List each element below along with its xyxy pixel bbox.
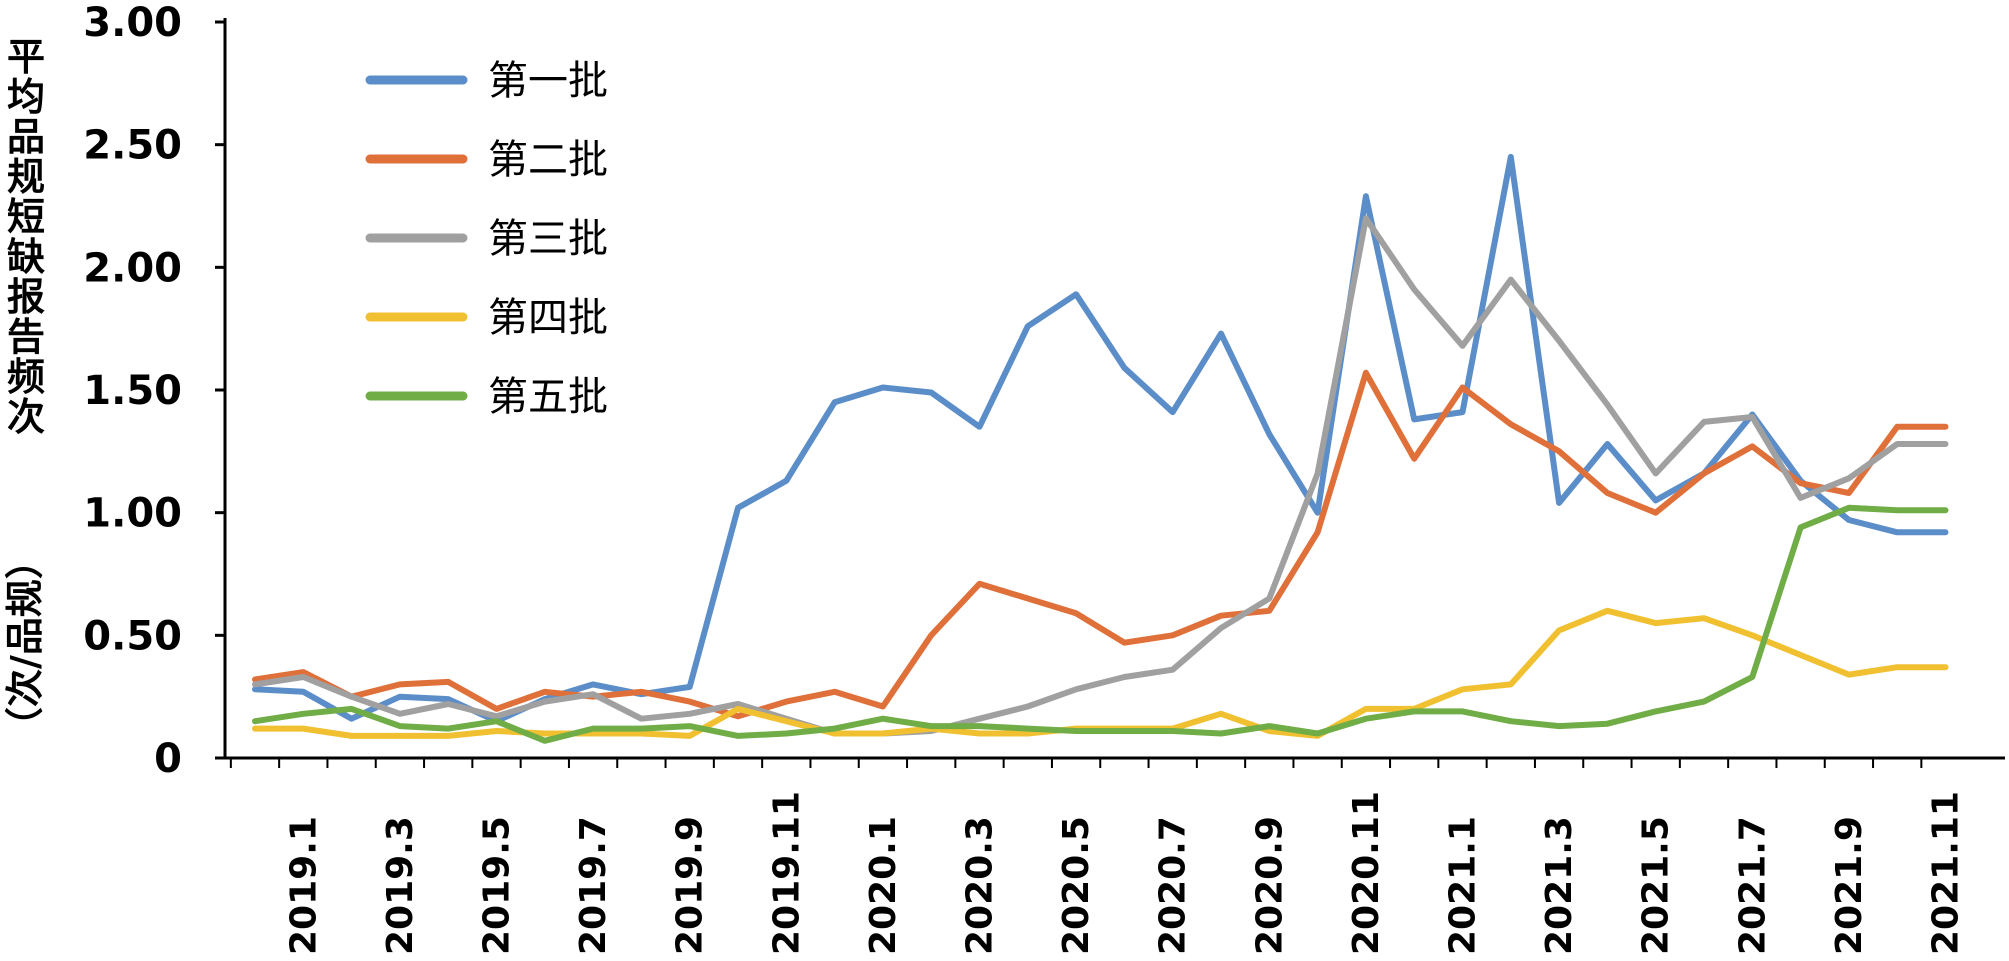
y-tick-label: 0 [154, 736, 182, 782]
y-axis-label-char: 告 [7, 315, 45, 359]
legend-label: 第四批 [488, 295, 608, 341]
y-axis-label-char: 规 [7, 155, 45, 199]
x-tick-label: 2020.1 [863, 816, 904, 955]
x-tick-label: 2021.9 [1829, 816, 1870, 955]
y-axis-label-char: 次 [7, 395, 45, 439]
x-tick-label: 2021.3 [1539, 816, 1580, 955]
y-axis-label-char: 短 [7, 195, 45, 239]
y-axis: 0 0.50 1.00 1.50 2.00 2.50 3.00 [83, 0, 227, 782]
x-tick-label: 2019.9 [670, 816, 711, 955]
y-axis-label-char: 均 [7, 75, 45, 119]
legend-label: 第一批 [488, 58, 608, 104]
legend-label: 第二批 [488, 137, 608, 183]
x-tick-label: 2021.5 [1636, 816, 1677, 955]
y-axis-label-char: 报 [7, 275, 45, 319]
y-axis-label-char: 品 [7, 115, 45, 159]
series-line-5 [252, 504, 1949, 744]
y-tick-label: 2.50 [83, 123, 182, 169]
x-tick-label: 2020.7 [1153, 816, 1194, 955]
y-tick-label: 0.50 [83, 613, 182, 659]
x-axis: 2019.1 2019.3 2019.5 2019.7 2019.9 2019.11 202… [225, 756, 2005, 955]
y-axis-label-unit: （次/品规） [3, 541, 47, 745]
y-tick-label: 3.00 [83, 0, 182, 46]
y-axis-label-char: 缺 [7, 235, 45, 279]
x-tick-label: 2020.5 [1056, 816, 1097, 955]
x-tick-label: 2019.7 [573, 816, 614, 955]
legend-label: 第三批 [488, 216, 608, 262]
x-tick-label: 2019.11 [766, 791, 807, 955]
y-tick-label: 1.50 [83, 368, 182, 414]
x-tick-label: 2021.1 [1443, 816, 1484, 955]
series-line-2 [252, 369, 1949, 720]
x-tick-label: 2021.7 [1732, 816, 1773, 955]
series-lines [252, 153, 1949, 744]
x-tick-label: 2019.1 [283, 816, 324, 955]
y-tick-label: 2.00 [83, 245, 182, 291]
x-tick-label: 2020.11 [1346, 791, 1387, 955]
legend-label: 第五批 [488, 374, 608, 420]
y-axis-label-char: 频 [7, 355, 45, 399]
x-tick-label: 2021.11 [1926, 791, 1967, 955]
series-line-3 [252, 215, 1949, 737]
x-tick-label: 2020.3 [960, 816, 1001, 955]
x-tick-label: 2019.3 [380, 816, 421, 955]
y-tick-label: 1.00 [83, 491, 182, 537]
x-tick-label: 2020.9 [1249, 816, 1290, 955]
y-axis-label-char: 平 [7, 35, 45, 79]
x-tick-label: 2019.5 [477, 816, 518, 955]
